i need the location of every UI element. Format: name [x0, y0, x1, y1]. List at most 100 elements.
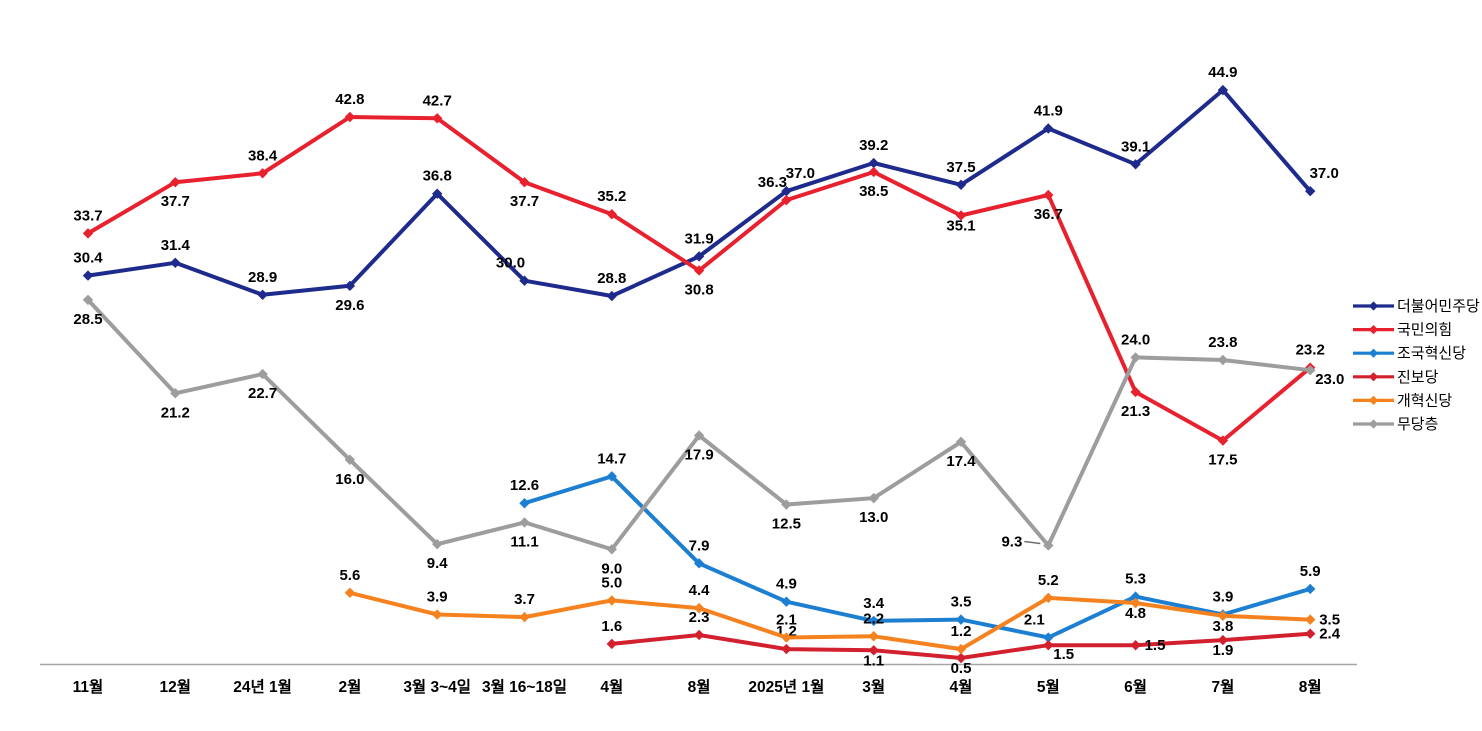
data-label: 5.0: [601, 574, 622, 591]
data-label: 37.7: [510, 193, 539, 210]
data-point-marker: [1217, 354, 1229, 366]
data-label: 17.4: [946, 453, 976, 470]
legend-marker: [1368, 372, 1379, 382]
data-label: 7.9: [689, 537, 710, 554]
data-label: 2.1: [776, 612, 797, 629]
data-label: 22.7: [248, 385, 277, 402]
data-label: 28.9: [248, 269, 277, 286]
data-point-marker: [693, 251, 705, 262]
data-point-marker: [82, 294, 94, 306]
data-label: 2.4: [1319, 626, 1341, 643]
data-label: 35.2: [597, 188, 626, 205]
data-point-marker: [868, 157, 879, 169]
data-point-marker: [1305, 185, 1316, 197]
data-point-marker: [1217, 610, 1229, 621]
data-point-marker: [693, 602, 705, 614]
legend-label: 더불어민주당: [1397, 298, 1480, 315]
data-point-marker: [257, 168, 268, 179]
series-1: 33.7 37.7 38.4 42.8 42.7 37.7 35.2 30.8 36.3 38.5…: [73, 91, 1324, 469]
data-point-marker: [344, 280, 356, 292]
data-point-marker: [868, 615, 879, 627]
data-label: 35.1: [946, 218, 975, 235]
data-label: 3.9: [1212, 589, 1233, 606]
data-label: 2.3: [689, 609, 710, 626]
data-label: 5.3: [1125, 571, 1146, 588]
x-axis-label: 4월: [600, 678, 623, 696]
x-axis-label: 3월 3~4일: [403, 678, 471, 696]
data-label: 21.3: [1121, 403, 1150, 420]
x-axis-label: 24년 1월: [233, 677, 292, 696]
data-point-marker: [781, 632, 792, 643]
data-label: 23.8: [1208, 334, 1237, 351]
data-label: 37.5: [946, 159, 975, 176]
data-label: 39.1: [1121, 138, 1150, 155]
data-point-marker: [781, 194, 792, 206]
data-label: 39.2: [859, 137, 888, 154]
data-point-marker: [432, 609, 443, 620]
data-point-marker: [1043, 632, 1054, 643]
x-axis-label: 8월: [1299, 678, 1322, 696]
data-label: 42.8: [335, 91, 364, 108]
data-label: 14.7: [597, 450, 626, 467]
data-label: 23.2: [1296, 342, 1325, 359]
data-point-marker: [1130, 159, 1141, 170]
x-axis-label: 7월: [1211, 678, 1234, 696]
data-label: 33.7: [73, 207, 102, 224]
data-label: 41.9: [1034, 103, 1063, 120]
data-label: 3.7: [514, 591, 535, 608]
data-label: 31.9: [684, 230, 713, 247]
x-axis-label: 8월: [688, 678, 711, 696]
data-point-marker: [519, 498, 530, 509]
data-point-marker: [955, 652, 967, 664]
data-point-marker: [606, 638, 617, 650]
x-axis-label: 2025년 1월: [748, 677, 824, 696]
data-label: 23.0: [1315, 371, 1344, 388]
data-point-marker: [1043, 640, 1054, 651]
data-point-marker: [344, 587, 356, 598]
legend-label: 무당층: [1397, 416, 1438, 433]
legend-marker: [1368, 395, 1379, 405]
data-point-marker: [606, 208, 617, 220]
data-label: 38.4: [248, 147, 278, 164]
data-point-marker: [868, 166, 879, 178]
data-label: 4.8: [1125, 605, 1146, 622]
data-label: 11.1: [510, 533, 538, 550]
x-axis-label: 2월: [338, 678, 361, 696]
series-4: 5.6 3.9 3.7 5.0 4.4 2.1 2.2 1.2 5.2 4.8 3.8 3.5: [339, 567, 1340, 655]
series-5: 28.5 21.2 22.7 16.0 9.4 11.1 9.0 17.9 12.5 13.0 17…: [73, 294, 1344, 577]
data-point-marker: [1130, 597, 1141, 609]
x-axis-label: 3월 16~18일: [482, 678, 567, 696]
data-label: 0.5: [951, 660, 972, 677]
data-point-marker: [606, 544, 617, 555]
data-label: 5.6: [339, 567, 360, 584]
data-label: 4.4: [689, 582, 711, 599]
data-label: 30.8: [684, 282, 713, 299]
x-axis-label: 11월: [73, 678, 104, 696]
data-label: 31.4: [161, 237, 191, 254]
data-label: 28.8: [597, 270, 626, 287]
data-label: 1.5: [1145, 637, 1166, 654]
data-point-marker: [868, 631, 879, 642]
data-point-marker: [781, 596, 792, 607]
data-label: 37.0: [1310, 165, 1339, 182]
data-label: 16.0: [335, 471, 364, 488]
data-point-marker: [170, 177, 181, 188]
data-label: 3.9: [427, 589, 448, 606]
data-label: 2.2: [863, 610, 884, 627]
data-point-marker: [1217, 84, 1229, 96]
data-label: 5.2: [1038, 572, 1059, 589]
data-label: 17.5: [1208, 452, 1237, 469]
data-point-marker: [955, 643, 967, 655]
data-point-marker: [519, 611, 530, 623]
legend-label: 진보당: [1397, 369, 1439, 386]
data-point-marker: [693, 430, 705, 441]
data-point-marker: [955, 210, 967, 221]
data-point-marker: [432, 113, 443, 124]
legend-marker: [1368, 348, 1379, 358]
data-label: 9.4: [427, 555, 449, 572]
series-line: [522, 474, 1313, 640]
data-label: 28.5: [73, 311, 102, 328]
data-label: 1.6: [601, 618, 622, 635]
data-label: 36.8: [423, 168, 452, 185]
